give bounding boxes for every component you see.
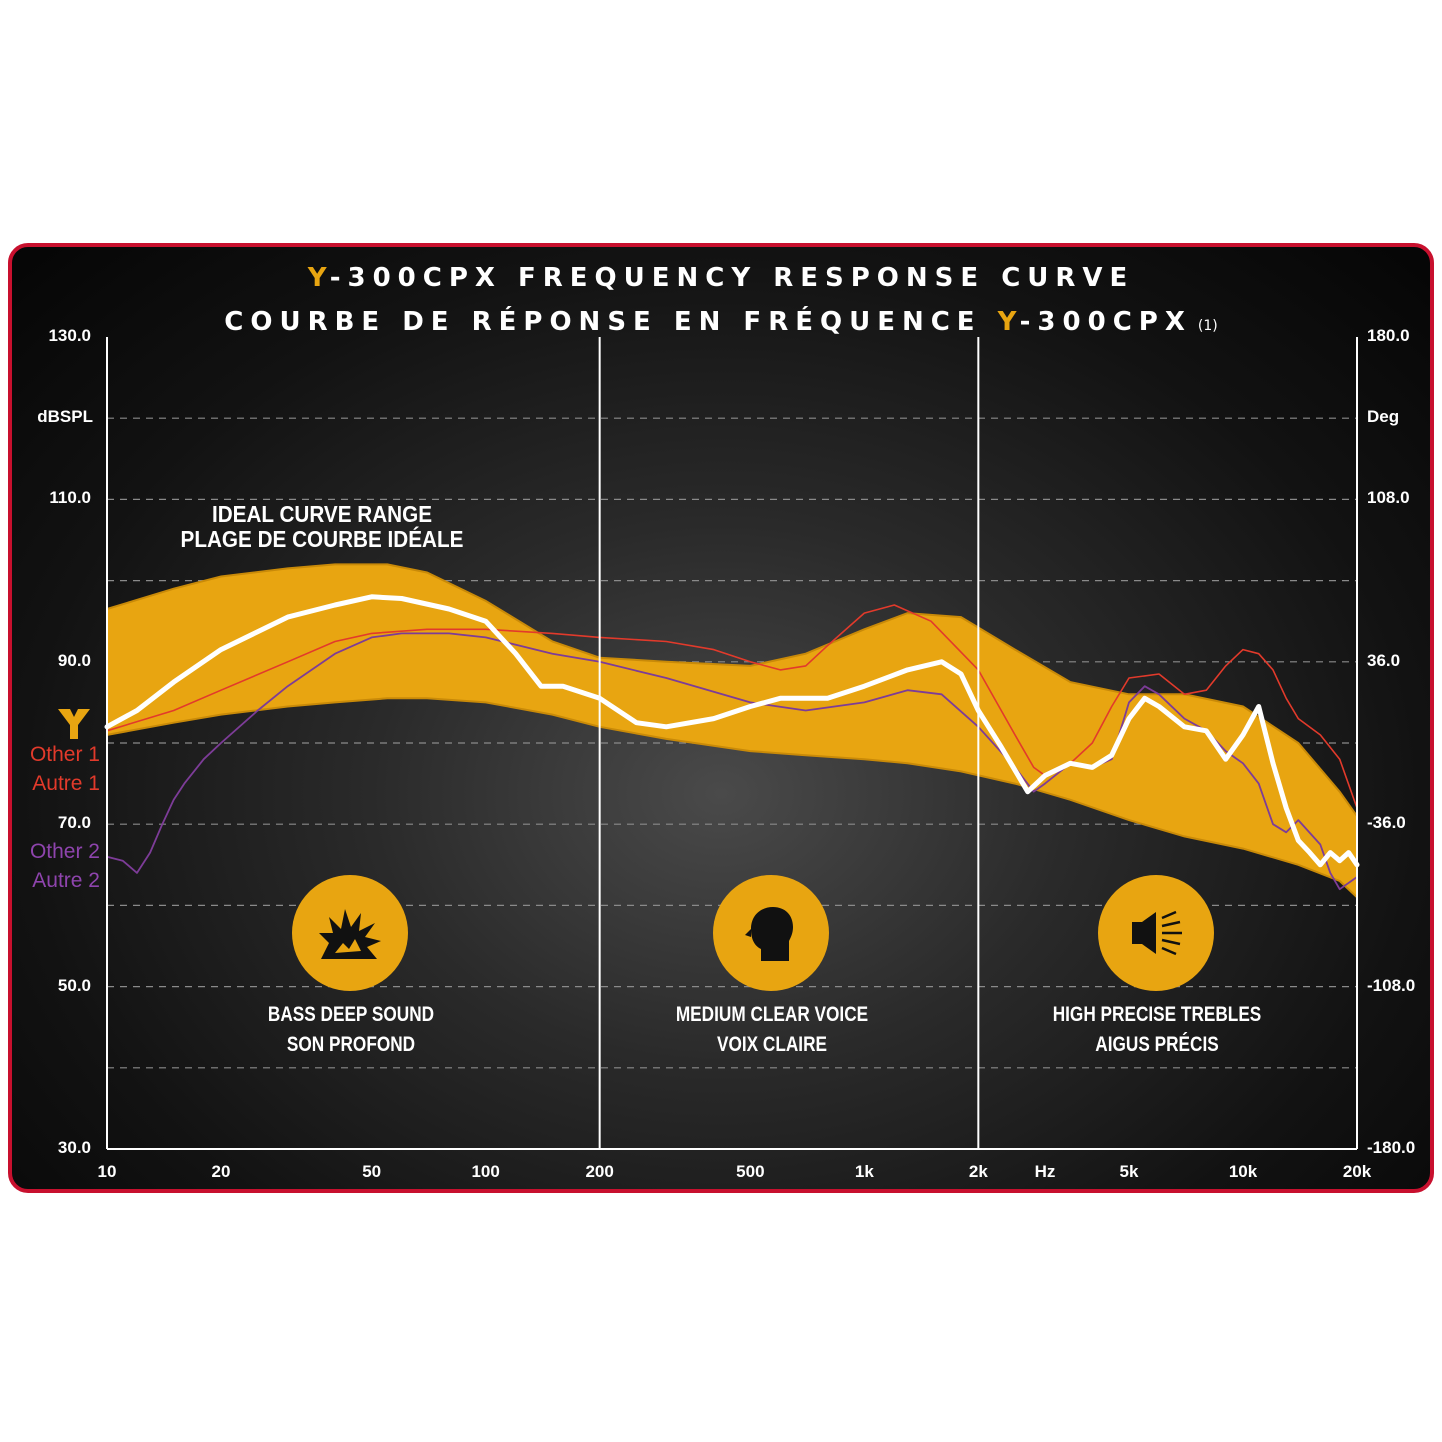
- explosion-icon: [292, 875, 408, 991]
- left-tick-label: 110.0: [49, 488, 91, 508]
- x-tick-label: 2k: [968, 1162, 988, 1181]
- left-tick-label: 50.0: [57, 975, 91, 995]
- x-tick-label: 20k: [1342, 1162, 1372, 1181]
- zone-bass-caption: BASS DEEP SOUND SON PROFOND: [244, 1000, 457, 1060]
- series-line-other-2: [106, 632, 1358, 891]
- axis-layer: [106, 337, 1358, 1150]
- left-tick-label: 30.0: [57, 1138, 91, 1157]
- right-axis-unit: Deg: [1367, 407, 1400, 427]
- chart-title-en: Y-300CPX FREQUENCY RESPONSE CURVE: [12, 263, 1430, 293]
- title-en-text: -300CPX FREQUENCY RESPONSE CURVE: [329, 263, 1135, 293]
- right-tick-label: -108.0: [1367, 975, 1416, 995]
- legend-other2: Other 2 Autre 2: [12, 837, 100, 895]
- zone-medium-fr: VOIX CLAIRE: [716, 1033, 828, 1056]
- legend-other2-fr: Autre 2: [32, 869, 100, 892]
- title-fr-model: -300CPX: [1019, 307, 1192, 337]
- zone-treble-en: HIGH PRECISE TREBLES: [1052, 1003, 1262, 1026]
- x-tick-label: 10: [97, 1162, 117, 1181]
- legend-other1-fr: Autre 1: [32, 772, 100, 795]
- title-fr-text: COURBE DE RÉPONSE EN FRÉQUENCE: [224, 307, 998, 337]
- left-tick-label: 130.0: [48, 326, 91, 345]
- right-tick-label: -36.0: [1367, 813, 1406, 833]
- x-tick-label: 200: [585, 1162, 614, 1181]
- frequency-response-chart: [104, 337, 1360, 1150]
- right-tick-label: 180.0: [1367, 326, 1410, 345]
- zone-medium-caption: MEDIUM CLEAR VOICE VOIX CLAIRE: [665, 1000, 878, 1060]
- head-icon: [713, 875, 829, 991]
- legend-other1: Other 1 Autre 1: [12, 740, 100, 798]
- right-tick-label: 108.0: [1367, 488, 1410, 508]
- x-tick-label: 500: [736, 1162, 765, 1181]
- zone-bass-en: BASS DEEP SOUND: [267, 1003, 435, 1026]
- left-tick-label: 70.0: [57, 813, 91, 833]
- ideal-curve-label: IDEAL CURVE RANGE PLAGE DE COURBE IDÉALE: [178, 502, 466, 552]
- zone-treble-caption: HIGH PRECISE TREBLES AIGUS PRÉCIS: [1050, 1000, 1263, 1060]
- brand-y-glyph: Y: [307, 263, 330, 293]
- right-tick-label: 36.0: [1367, 650, 1401, 670]
- zone-bass-fr: SON PROFOND: [286, 1033, 416, 1056]
- legend-other1-en: Other 1: [29, 743, 100, 766]
- left-tick-label: 90.0: [57, 650, 91, 670]
- speaker-icon: [1098, 875, 1214, 991]
- left-axis-unit: dBSPL: [37, 407, 93, 427]
- brand-y-legend-icon: [58, 709, 90, 739]
- x-axis-unit: Hz: [1034, 1162, 1056, 1181]
- ideal-label-fr: PLAGE DE COURBE IDÉALE: [180, 526, 464, 552]
- zone-treble-fr: AIGUS PRÉCIS: [1095, 1033, 1219, 1056]
- x-tick-label: 20: [211, 1162, 231, 1181]
- x-tick-label: 5k: [1119, 1162, 1139, 1181]
- brand-y-glyph-fr: Y: [997, 307, 1020, 337]
- right-tick-label: -180.0: [1367, 1138, 1416, 1157]
- ideal-label-en: IDEAL CURVE RANGE: [211, 501, 433, 527]
- chart-title-fr: COURBE DE RÉPONSE EN FRÉQUENCE Y-300CPX (…: [12, 307, 1430, 337]
- title-footnote: (1): [1197, 318, 1218, 334]
- series-line-y-300cpx: [104, 594, 1360, 868]
- zone-medium-en: MEDIUM CLEAR VOICE: [675, 1003, 869, 1026]
- x-tick-label: 10k: [1228, 1162, 1258, 1181]
- x-tick-label: 50: [362, 1162, 382, 1181]
- x-tick-label: 100: [471, 1162, 500, 1181]
- x-tick-label: 1k: [854, 1162, 874, 1181]
- legend-other2-en: Other 2: [29, 840, 100, 863]
- chart-panel: Y-300CPX FREQUENCY RESPONSE CURVE COURBE…: [8, 243, 1434, 1193]
